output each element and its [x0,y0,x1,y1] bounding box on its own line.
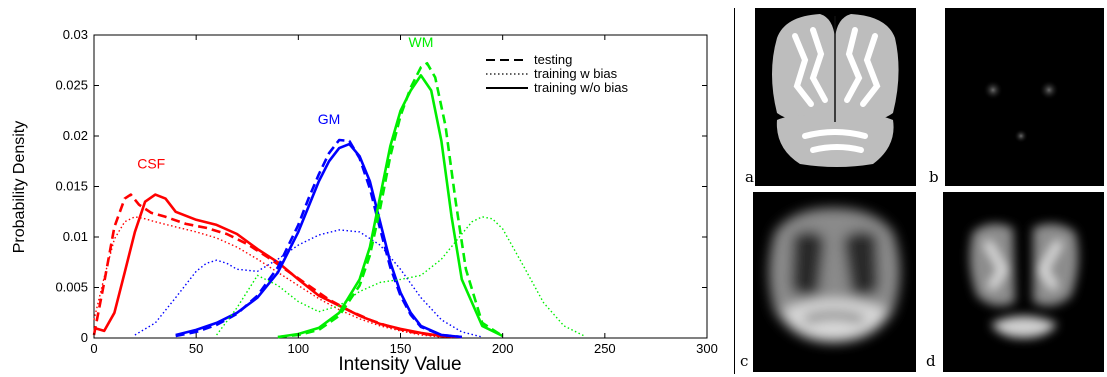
panel-label-a: a [745,168,754,186]
series-line-gm-dashed [175,138,462,339]
y-tick-label: 0 [81,330,88,345]
annotation-gm: GM [318,111,341,127]
ticks-layer: 0 50 100 150 200 250 300 0 0.005 0.01 0.015 0.02 0.0… [55,27,717,356]
panel-label-b: b [929,168,939,186]
x-tick-label: 300 [696,341,718,356]
y-axis-label: Probability Density [11,121,28,254]
annotations-layer: CSF GM WM [137,34,433,171]
y-tick-label: 0.03 [63,27,88,42]
legend-label: training w/o bias [534,80,628,95]
series-line-wm-dotted [216,216,585,337]
panel-label-d: d [926,352,936,370]
y-tick-label: 0.005 [55,280,88,295]
brain-probability-map-image [943,192,1104,372]
series-line-csf-dashed [92,193,452,339]
x-axis-label: Intensity Value [338,354,461,375]
series-line-wm-dashed [277,61,504,339]
x-tick-label: 0 [90,341,97,356]
brain-segmentation-image [755,8,916,186]
annotation-csf: CSF [137,155,165,171]
x-tick-label: 200 [492,341,514,356]
legend-label: testing [534,52,572,67]
x-tick-label: 50 [189,341,203,356]
y-tick-label: 0.02 [63,128,88,143]
legend-label: training w bias [534,66,618,81]
panel-divider [734,8,735,374]
x-tick-label: 100 [287,341,309,356]
annotation-wm: WM [408,34,433,50]
y-tick-label: 0.01 [63,229,88,244]
panel-label-c: c [740,352,749,370]
y-tick-label: 0.025 [55,78,88,93]
plot-area [93,34,708,339]
y-tick-label: 0.015 [55,179,88,194]
x-tick-label: 250 [594,341,616,356]
brain-blurred-image [753,192,916,372]
series-line-gm-dotted [134,229,483,338]
probability-density-chart: 0 50 100 150 200 250 300 0 0.005 0.01 0.015 0.02 0.0… [11,27,718,375]
series-layer [92,61,585,339]
series-line-wm-solid [277,74,504,339]
brain-bias-field-image [945,8,1104,186]
x-tick-label: 150 [390,341,412,356]
